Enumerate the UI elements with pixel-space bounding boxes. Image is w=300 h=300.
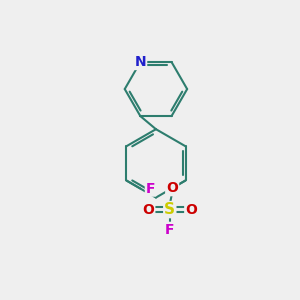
Text: F: F — [146, 182, 155, 196]
Text: O: O — [185, 202, 197, 217]
Text: O: O — [166, 181, 178, 195]
Text: F: F — [165, 223, 175, 237]
Text: S: S — [164, 202, 175, 217]
Text: O: O — [142, 202, 154, 217]
Text: N: N — [134, 55, 146, 69]
